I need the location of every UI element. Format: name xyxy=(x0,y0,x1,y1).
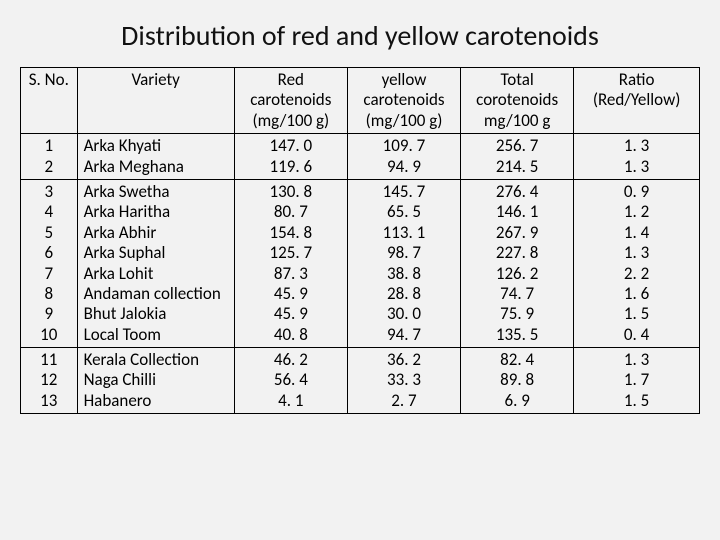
cell-sno: 111213 xyxy=(21,348,78,414)
cell-var: Kerala CollectionNaga ChilliHabanero xyxy=(77,348,234,414)
col-red-l1: Red xyxy=(278,69,304,90)
table-row: 12Arka KhyatiArka Meghana147. 0119. 6109… xyxy=(21,134,700,180)
col-tot-l1: Total xyxy=(501,69,534,90)
cell-sno: 345678910 xyxy=(21,179,78,347)
col-variety-header: Variety xyxy=(77,68,234,134)
table-row: 111213Kerala CollectionNaga ChilliHabane… xyxy=(21,348,700,414)
cell-rat: 0. 91. 21. 41. 32. 21. 61. 50. 4 xyxy=(574,179,700,347)
cell-sno: 12 xyxy=(21,134,78,180)
cell-rat: 1. 31. 71. 5 xyxy=(574,348,700,414)
col-yellow-header: yellow carotenoids (mg/100 g) xyxy=(347,68,460,134)
col-rat-l2: (Red/Yellow) xyxy=(593,89,681,110)
col-yel-l3: (mg/100 g) xyxy=(366,110,443,131)
col-rat-l1: Ratio xyxy=(619,69,655,90)
cell-rat: 1. 31. 3 xyxy=(574,134,700,180)
cell-yel: 145. 765. 5113. 198. 738. 828. 830. 094.… xyxy=(347,179,460,347)
carotenoid-table: S. No. Variety Red carotenoids (mg/100 g… xyxy=(20,67,700,414)
col-yel-l1: yellow xyxy=(382,69,427,90)
page-title: Distribution of red and yellow carotenoi… xyxy=(20,18,700,53)
cell-yel: 109. 794. 9 xyxy=(347,134,460,180)
col-sno-header: S. No. xyxy=(21,68,78,134)
col-tot-l2: corotenoids xyxy=(476,89,558,110)
col-red-header: Red carotenoids (mg/100 g) xyxy=(234,68,347,134)
col-red-l3: (mg/100 g) xyxy=(252,110,329,131)
cell-red: 46. 256. 44. 1 xyxy=(234,348,347,414)
cell-tot: 82. 489. 86. 9 xyxy=(461,348,574,414)
cell-var: Arka KhyatiArka Meghana xyxy=(77,134,234,180)
col-tot-l3: mg/100 g xyxy=(484,110,550,131)
col-total-header: Total corotenoids mg/100 g xyxy=(461,68,574,134)
table-row: 345678910Arka SwethaArka HarithaArka Abh… xyxy=(21,179,700,347)
cell-tot: 276. 4146. 1267. 9227. 8126. 274. 775. 9… xyxy=(461,179,574,347)
cell-red: 147. 0119. 6 xyxy=(234,134,347,180)
cell-tot: 256. 7214. 5 xyxy=(461,134,574,180)
table-body: 12Arka KhyatiArka Meghana147. 0119. 6109… xyxy=(21,134,700,414)
cell-yel: 36. 233. 32. 7 xyxy=(347,348,460,414)
cell-var: Arka SwethaArka HarithaArka AbhirArka Su… xyxy=(77,179,234,347)
col-yel-l2: carotenoids xyxy=(363,89,444,110)
col-ratio-header: Ratio (Red/Yellow) xyxy=(574,68,700,134)
cell-red: 130. 880. 7154. 8125. 787. 345. 945. 940… xyxy=(234,179,347,347)
table-header-row: S. No. Variety Red carotenoids (mg/100 g… xyxy=(21,68,700,134)
col-red-l2: carotenoids xyxy=(250,89,331,110)
